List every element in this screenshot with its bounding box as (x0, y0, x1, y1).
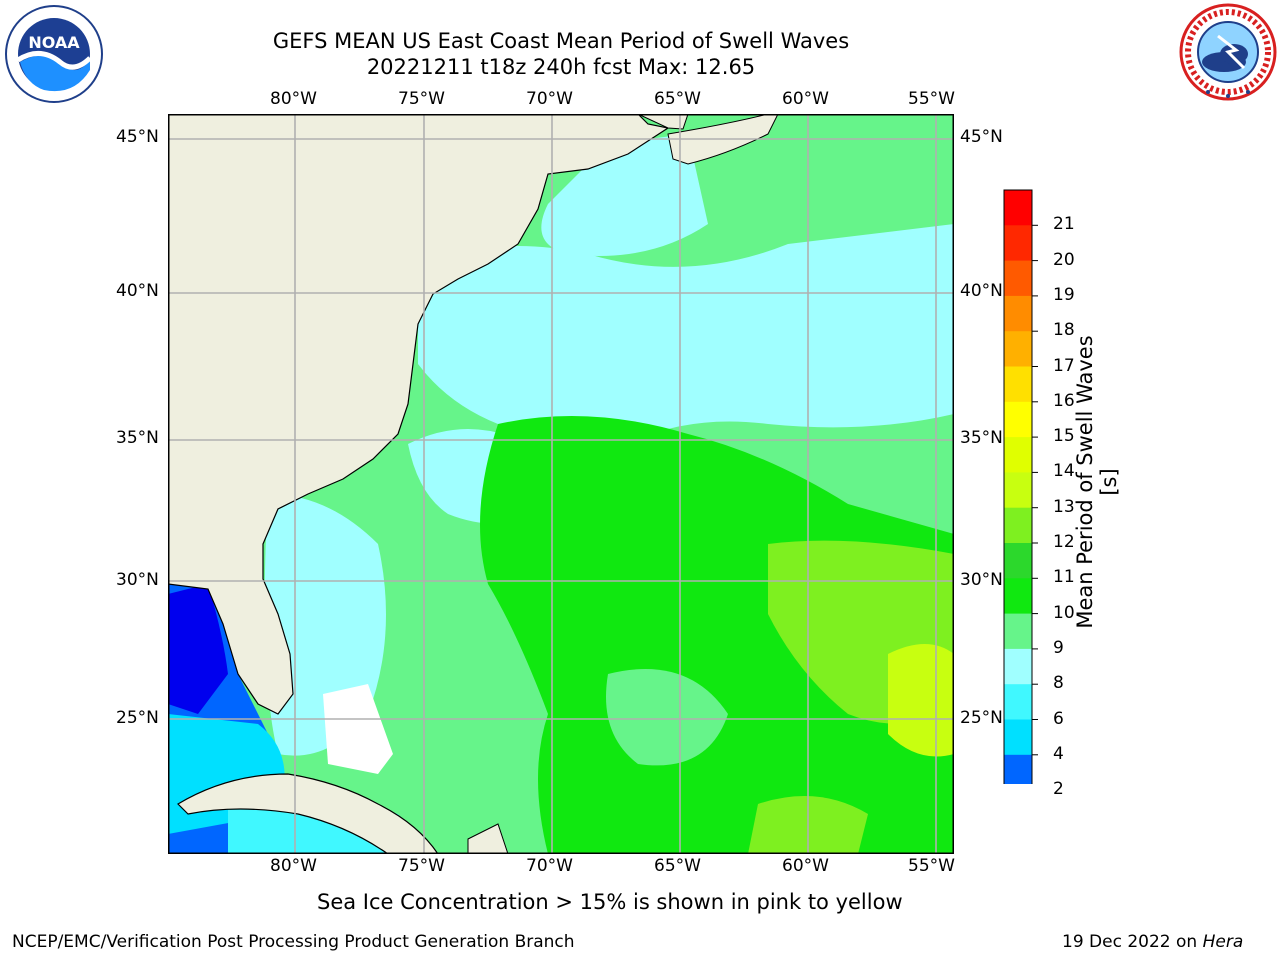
colorbar-band (1004, 578, 1032, 615)
colorbar-tick-label: 6 (1053, 708, 1064, 729)
colorbar-tick-label: 20 (1053, 249, 1075, 270)
colorbar-band (1004, 719, 1032, 756)
nws-logo (1178, 2, 1278, 102)
colorbar-tick-label: 10 (1053, 602, 1075, 623)
colorbar-tick-label: 17 (1053, 355, 1075, 376)
lon-label-top-55w: 55°W (908, 89, 955, 109)
lon-label-top-75w: 75°W (398, 89, 445, 109)
lat-label-right-40n: 40°N (960, 281, 1003, 301)
map-panel (168, 114, 954, 854)
lat-label-right-45n: 45°N (960, 127, 1003, 147)
colorbar-band (1004, 331, 1032, 367)
swell-zone-coastal-light (541, 134, 708, 256)
credit-line: NCEP/EMC/Verification Post Processing Pr… (12, 932, 575, 952)
map-frame (168, 114, 954, 854)
colorbar-tick-label: 21 (1053, 214, 1075, 235)
colorbar-band (1004, 260, 1032, 297)
land-cuba (177, 773, 439, 854)
colorbar-band (1004, 190, 1032, 226)
colorbar-band (1004, 437, 1032, 473)
colorbar-band (1004, 613, 1032, 650)
gulf-deep-blue (168, 584, 228, 714)
lat-label-left-25n: 25°N (116, 708, 159, 728)
colorbar (996, 184, 1046, 820)
lat-label-right-30n: 30°N (960, 570, 1003, 590)
map-title: GEFS MEAN US East Coast Mean Period of S… (272, 29, 850, 53)
colorbar-tick-label: 14 (1053, 461, 1075, 482)
lon-label-bottom-60w: 60°W (782, 856, 829, 876)
swell-zone-south-medium (606, 669, 728, 766)
colorbar-tick-label: 16 (1053, 390, 1075, 411)
colorbar-tick-label: 13 (1053, 496, 1075, 517)
colorbar-band (1004, 225, 1032, 262)
colorbar-tick-label: 2 (1053, 779, 1064, 800)
bahamas-shallow-white (323, 684, 393, 774)
colorbar-tick-label: 11 (1053, 567, 1075, 588)
colorbar-tick-label: 15 (1053, 426, 1075, 447)
colorbar-tick-label: 9 (1053, 637, 1064, 658)
lat-label-left-30n: 30°N (116, 570, 159, 590)
colorbar-band (1004, 507, 1032, 544)
map-subtitle: 20221211 t18z 240h fcst Max: 12.65 (366, 55, 756, 79)
colorbar-band (1004, 472, 1032, 509)
lon-label-top-65w: 65°W (654, 89, 701, 109)
lon-label-bottom-70w: 70°W (526, 856, 573, 876)
lon-label-top-70w: 70°W (526, 89, 573, 109)
lat-label-left-35n: 35°N (116, 428, 159, 448)
lat-label-right-25n: 25°N (960, 708, 1003, 728)
lon-label-top-80w: 80°W (270, 89, 317, 109)
lat-label-right-35n: 35°N (960, 428, 1003, 448)
lat-label-left-40n: 40°N (116, 281, 159, 301)
date-text: 19 Dec 2022 on (1062, 932, 1198, 952)
colorbar-tick-label: 12 (1053, 532, 1075, 552)
colorbar-tick-label: 8 (1053, 673, 1064, 694)
lon-label-bottom-65w: 65°W (654, 856, 701, 876)
land-north-america (168, 114, 670, 715)
colorbar-band (1004, 684, 1032, 720)
colorbar-label: Mean Period of Swell Waves [s] (1073, 335, 1121, 629)
noaa-logo: NOAA (4, 4, 104, 104)
colorbar-tick-label: 19 (1053, 284, 1075, 305)
colorbar-tick-label: 18 (1053, 320, 1075, 341)
graticule (168, 114, 954, 854)
lon-label-top-60w: 60°W (782, 89, 829, 109)
colorbar-band (1004, 401, 1032, 438)
sea-ice-note: Sea Ice Concentration > 15% is shown in … (317, 890, 903, 914)
colorbar-band (1004, 754, 1032, 791)
colorbar-band (1004, 543, 1032, 579)
colorbar-band (1004, 366, 1032, 403)
lon-label-bottom-75w: 75°W (398, 856, 445, 876)
swell-zone-central-green (480, 416, 954, 854)
colorbar-band (1004, 295, 1032, 332)
land-maine-coast (637, 114, 689, 130)
lon-label-bottom-80w: 80°W (270, 856, 317, 876)
colorbar-band (1004, 648, 1032, 685)
land-hispaniola (467, 823, 509, 854)
swell-zone-east-yellowgreen (888, 644, 954, 757)
date-stamp: 19 Dec 2022 on Hera (1062, 932, 1243, 952)
host-name: Hera (1202, 932, 1244, 952)
noaa-logo-text: NOAA (28, 33, 80, 52)
lat-label-left-45n: 45°N (116, 127, 159, 147)
colorbar-tick-label: 4 (1053, 743, 1064, 764)
lon-label-bottom-55w: 55°W (908, 856, 955, 876)
